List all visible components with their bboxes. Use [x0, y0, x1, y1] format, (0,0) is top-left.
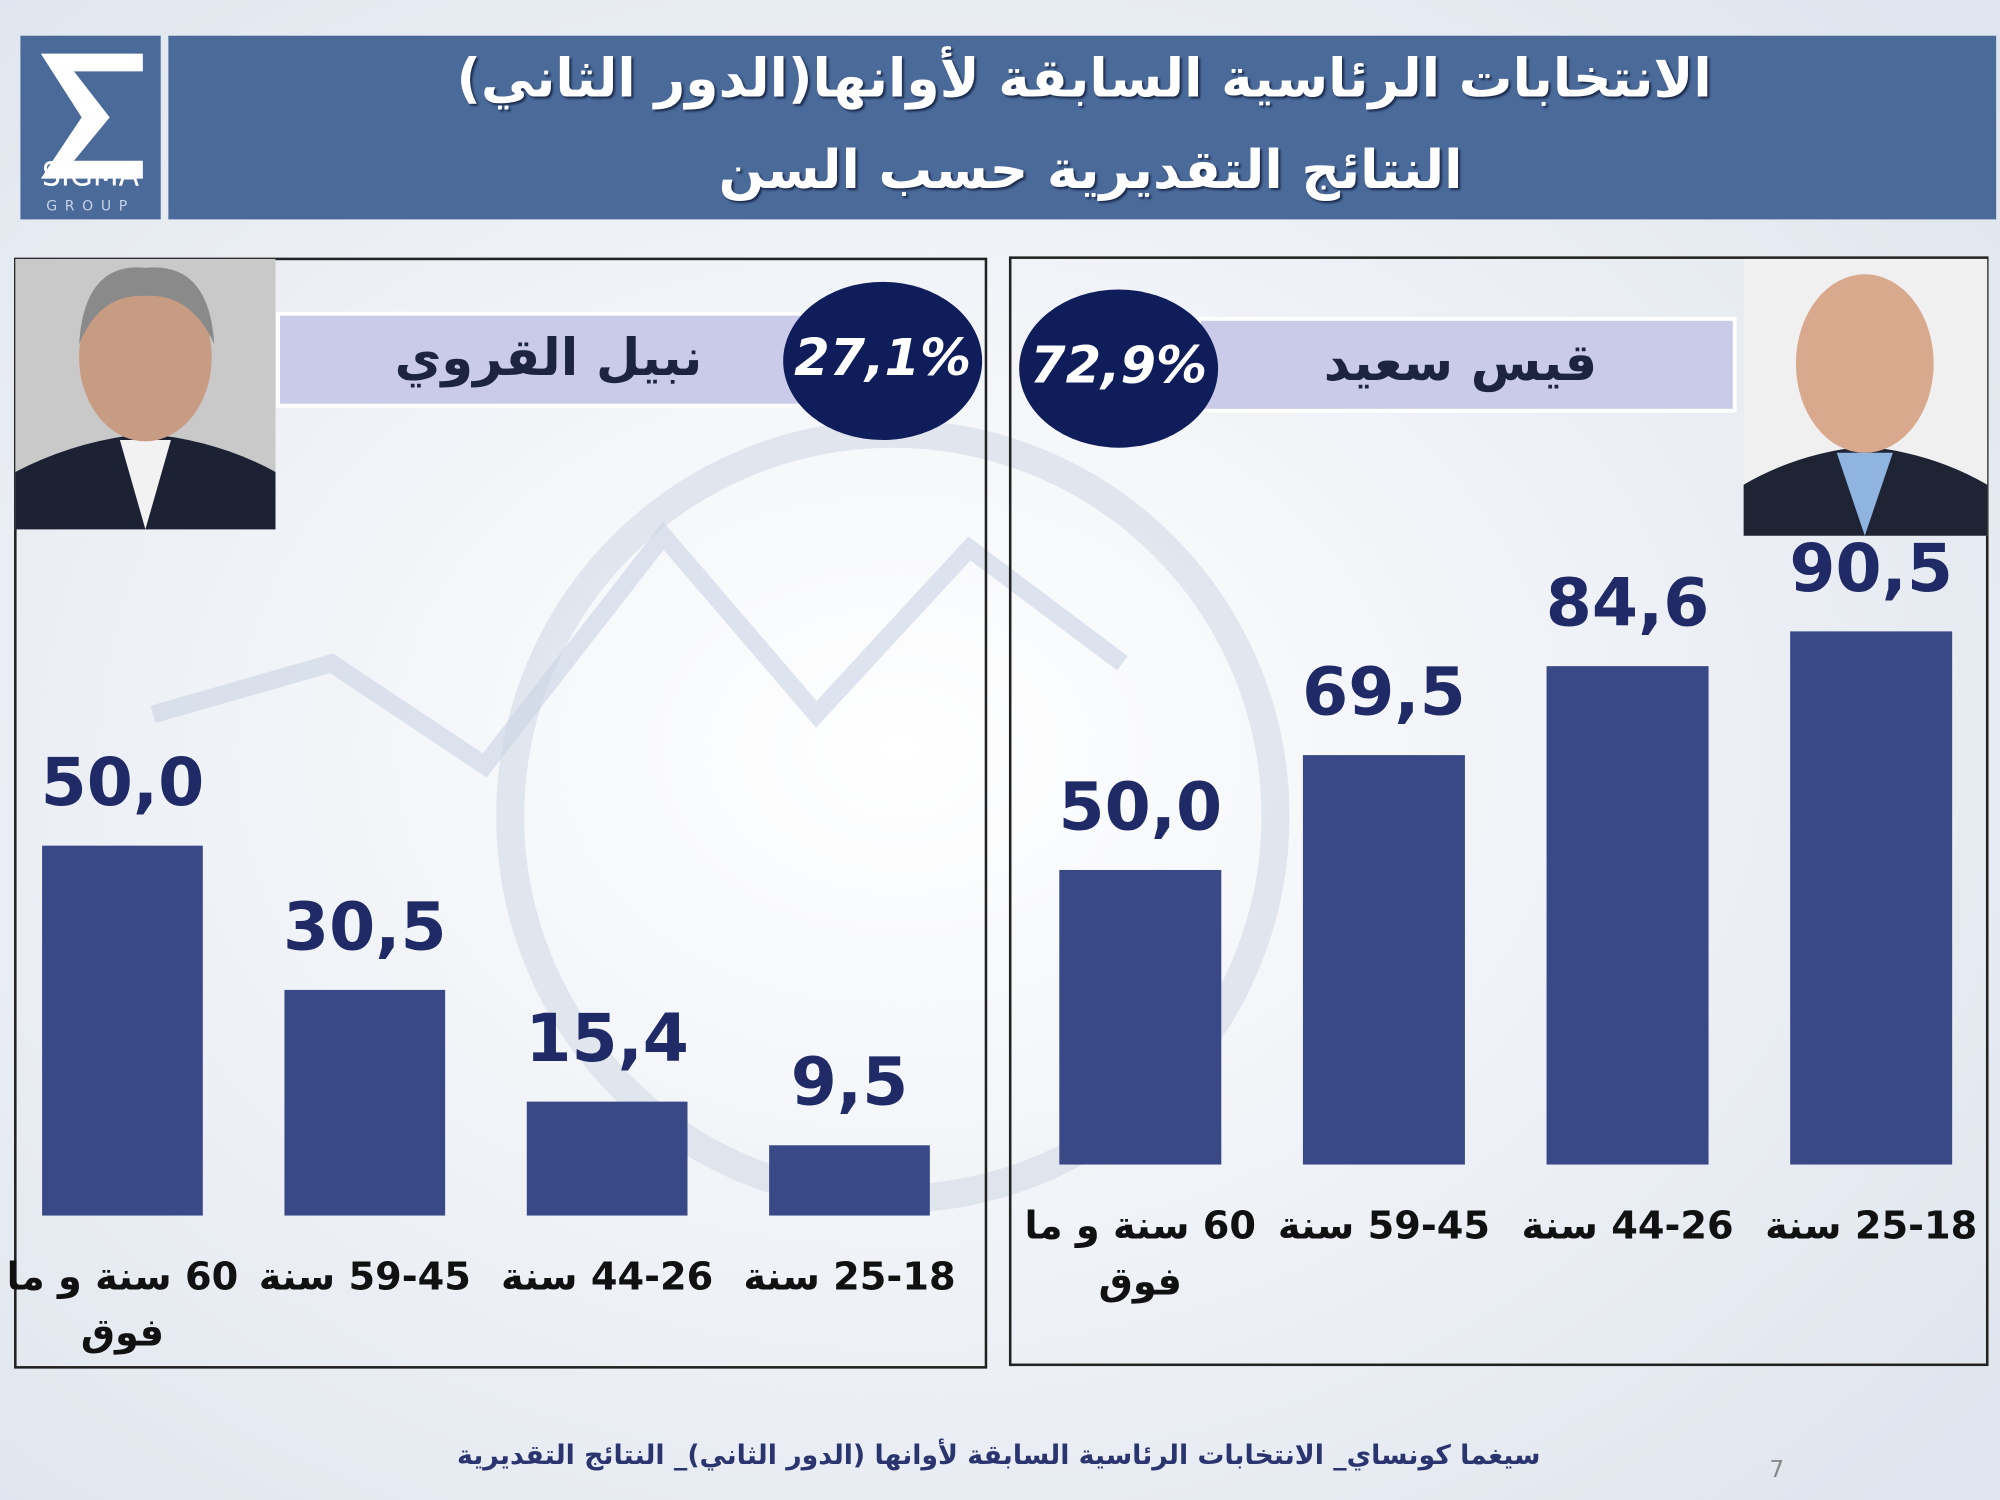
candidate-photo	[15, 258, 276, 530]
category-label: 44-26 سنة	[501, 1255, 714, 1300]
logo-sigma	[40, 53, 143, 179]
logo-name: SIGMA	[42, 155, 140, 194]
value-label: 30,5	[283, 887, 447, 965]
category-label: 59-45 سنة	[1277, 1204, 1491, 1249]
total-label: 27,1%	[794, 329, 971, 388]
panel	[1008, 256, 1989, 1367]
x-tick-label: 44-26 سنة	[1521, 1204, 1734, 1249]
x-tick-label: 60 سنة و ما فوق	[6, 1255, 239, 1356]
x-tick-label: 25-18 سنة	[1765, 1204, 1978, 1249]
bar	[769, 1145, 930, 1216]
value-label: 15,4	[525, 999, 689, 1077]
value-label: 9,5	[791, 1043, 908, 1121]
category-label: 60 سنة و ما فوق	[1024, 1204, 1257, 1305]
value-label: 50,0	[41, 743, 205, 821]
total-label: 72,9%	[1030, 337, 1207, 396]
value-label: 84,6	[1546, 564, 1710, 642]
x-tick-label: 59-45 سنة	[1277, 1204, 1491, 1249]
category-label: 25-18 سنة	[743, 1255, 956, 1300]
header-title: الانتخابات الرئاسية السابقة لأوانها(الدو…	[457, 45, 1712, 109]
candidate-photo	[1743, 258, 1988, 536]
value-label: 69,5	[1302, 652, 1466, 730]
footer: سيغما كونساي_ الانتخابات الرئاسية السابق…	[457, 1438, 1541, 1471]
name-banner	[276, 311, 819, 408]
bar	[526, 1101, 688, 1216]
photo-shirt	[119, 440, 171, 530]
bar	[42, 845, 203, 1216]
photo-face	[79, 272, 212, 442]
category-label: 25-18 سنة	[1765, 1204, 1978, 1249]
candidate-name: نبيل القروي	[395, 329, 703, 388]
bar	[284, 989, 446, 1216]
x-tick-label: 60 سنة و ما فوق	[1024, 1204, 1257, 1305]
bar	[1546, 666, 1709, 1165]
total-badge	[783, 281, 983, 441]
bar	[1302, 755, 1465, 1165]
panel	[14, 257, 988, 1369]
value-label: 90,5	[1789, 529, 1953, 607]
candidate-name: قيس سعيد	[1324, 334, 1597, 393]
bar	[1059, 869, 1222, 1165]
total-badge	[1019, 289, 1219, 448]
x-tick-label: 44-26 سنة	[501, 1255, 714, 1300]
category-label: 44-26 سنة	[1521, 1204, 1734, 1249]
bar	[1790, 631, 1953, 1165]
value-label: 50,0	[1058, 767, 1222, 845]
header-subtitle: النتائج التقديرية حسب السن	[719, 138, 1463, 201]
category-label: 59-45 سنة	[258, 1255, 471, 1300]
category-label: 60 سنة و ما فوق	[6, 1255, 239, 1356]
x-tick-label: 59-45 سنة	[258, 1255, 471, 1300]
header-band	[168, 35, 1997, 220]
photo-face	[1795, 274, 1934, 453]
x-tick-label: 25-18 سنة	[743, 1255, 956, 1300]
photo-hair	[79, 267, 215, 345]
page-number: 7	[1769, 1457, 1784, 1483]
logo-tagline: GROUP	[46, 199, 135, 215]
photo-shirt	[1836, 452, 1893, 536]
charts: نبيل القروي 27,1% 50,0 60 سنة و ما فوق 30,5 5…	[6, 281, 1978, 1356]
background-decoration	[150, 521, 1128, 778]
